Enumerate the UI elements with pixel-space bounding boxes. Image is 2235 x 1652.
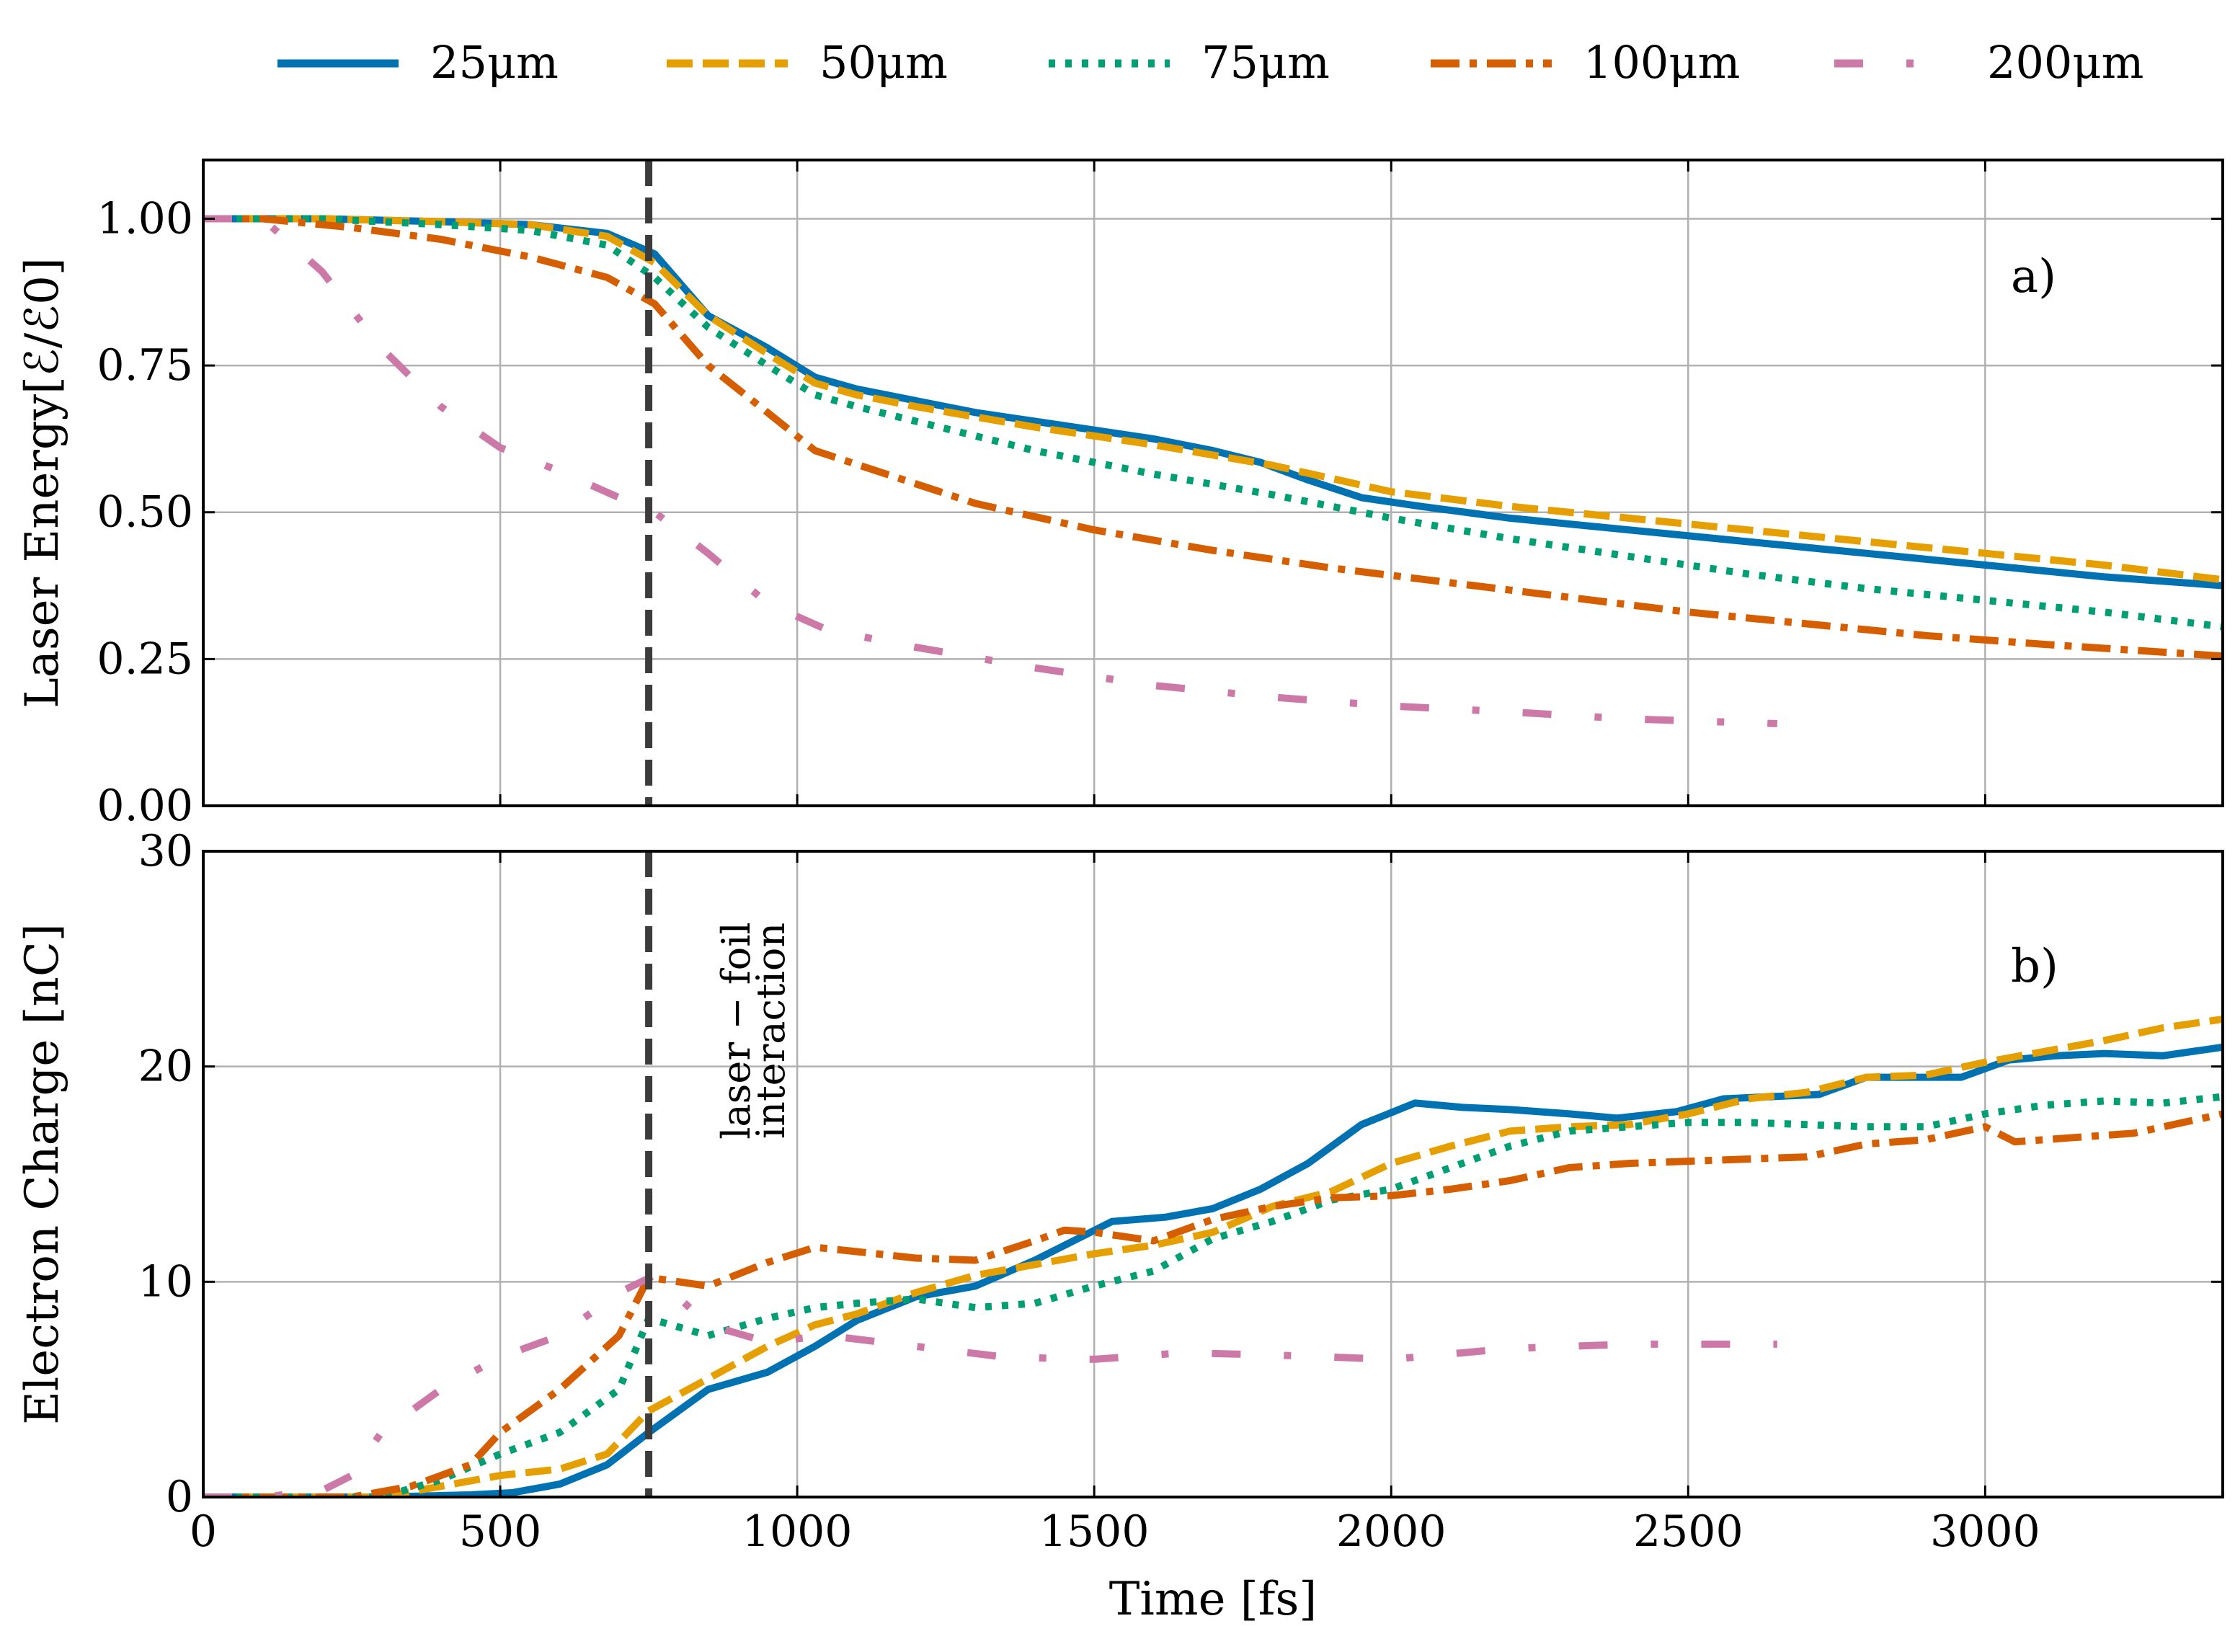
x-tick-label-1500: 1500 xyxy=(1039,1506,1150,1557)
panel-b-y-axis-title: Electron Charge [nC] xyxy=(16,923,69,1425)
panel-b-series-100um xyxy=(203,1110,2223,1497)
panel-a-y-tick-label-2: 0.50 xyxy=(97,487,193,538)
panel-a-y-tick-label-0: 0.00 xyxy=(97,781,193,831)
legend-label-25um: 25μm xyxy=(430,36,559,89)
x-tick-label-2500: 2500 xyxy=(1633,1506,1743,1557)
panel-b-y-tick-label-0: 0 xyxy=(166,1472,193,1522)
interaction-label-line2: interaction xyxy=(748,923,794,1139)
panel-b-y-tick-label-2: 20 xyxy=(138,1042,193,1092)
panel-b-grid xyxy=(203,851,2223,1497)
x-tick-label-3000: 3000 xyxy=(1930,1506,2040,1557)
panel-a-series-50um xyxy=(203,215,2223,584)
panel-b-tag: b) xyxy=(2011,940,2058,993)
x-tick-label-1000: 1000 xyxy=(742,1506,853,1557)
panel-a-frame xyxy=(202,159,2224,807)
panel-a-tag: a) xyxy=(2011,250,2056,303)
panel-a-ticks: 0.00 0.25 0.50 0.75 1.00 xyxy=(97,160,2223,831)
panel-a-y-tick-label-4: 1.00 xyxy=(97,193,193,244)
x-tick-label-2000: 2000 xyxy=(1336,1506,1447,1557)
x-axis-title: Time [fs] xyxy=(1109,1573,1318,1626)
panel-a-y-tick-label-1: 0.25 xyxy=(97,634,193,684)
legend-label-75um: 75μm xyxy=(1201,36,1330,89)
legend-label-50um: 50μm xyxy=(819,36,948,89)
panel-a-series-200um xyxy=(203,215,1778,727)
panel-b-y-tick-label-3: 30 xyxy=(138,826,193,876)
panel-a-series xyxy=(203,215,2223,727)
panel-b-electron-charge: 0 500 1000 1500 2000 2500 3000 0 10 20 30 b) Elect… xyxy=(16,826,2224,1557)
panel-b-series-50um xyxy=(203,1016,2223,1497)
panel-a-series-75um xyxy=(203,215,2223,631)
panel-a-series-25um xyxy=(203,215,2223,590)
x-tick-label-500: 500 xyxy=(459,1506,542,1557)
panel-a-y-axis-title: Laser Energy[ℰ/ℰ0] xyxy=(16,257,69,709)
interaction-label-line1: laser − foil xyxy=(714,922,759,1140)
panel-a-series-100um xyxy=(203,215,2223,660)
panel-b-series xyxy=(203,1016,2223,1497)
panel-b-y-tick-label-1: 10 xyxy=(138,1256,193,1307)
panel-b-series-200um xyxy=(203,1271,1777,1497)
panel-a-y-tick-label-3: 0.75 xyxy=(97,340,193,391)
panel-b-ticks: 0 500 1000 1500 2000 2500 3000 0 10 20 30 xyxy=(138,826,2223,1557)
panel-b-frame xyxy=(202,850,2224,1498)
legend-label-200um: 200μm xyxy=(1987,36,2143,89)
panel-a-grid xyxy=(203,160,2223,806)
panel-b-series-75um xyxy=(203,1093,2223,1497)
legend: 25μm 50μm 75μm 100μm 200μm xyxy=(277,36,2143,89)
legend-label-100um: 100μm xyxy=(1583,36,1740,89)
x-tick-label-0: 0 xyxy=(190,1506,217,1557)
panel-a-laser-energy: 0.00 0.25 0.50 0.75 1.00 a) Laser Energy[ℰ/ℰ… xyxy=(16,159,2224,831)
